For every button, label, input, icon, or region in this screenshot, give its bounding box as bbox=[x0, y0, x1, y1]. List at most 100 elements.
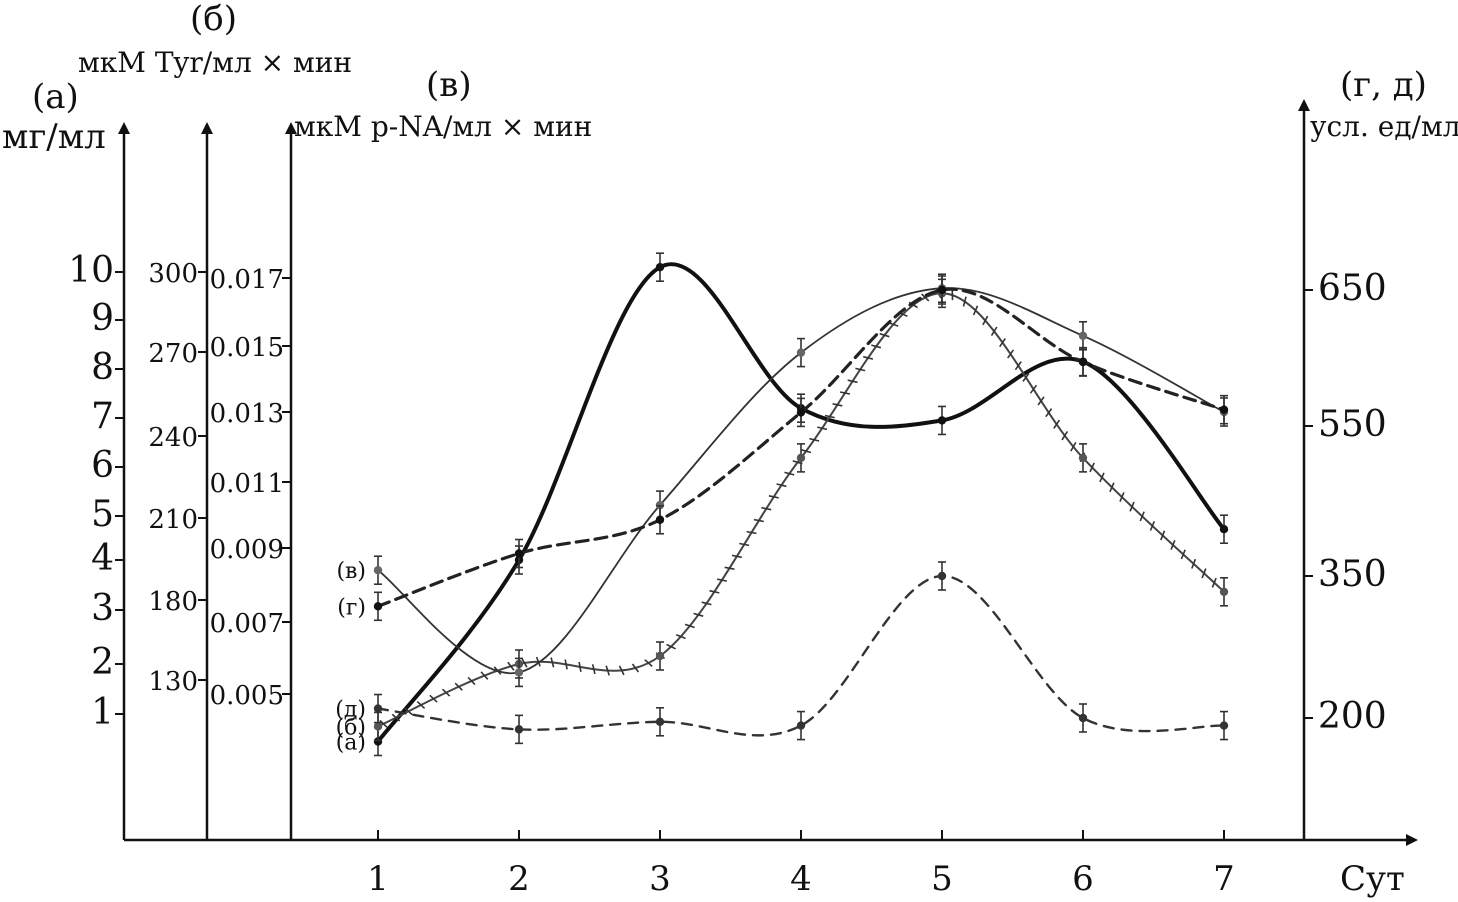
hatch-mark bbox=[753, 518, 764, 523]
data-point bbox=[373, 704, 383, 713]
x-tick-label: 2 bbox=[508, 859, 530, 899]
hatch-mark bbox=[982, 315, 989, 326]
hatch-mark bbox=[724, 566, 735, 570]
hatch-mark bbox=[666, 643, 676, 650]
hatch-mark bbox=[1139, 511, 1145, 522]
hatch-mark bbox=[1160, 530, 1166, 541]
hatch-mark bbox=[1007, 349, 1015, 359]
hatch-mark bbox=[855, 367, 866, 372]
hatch-mark bbox=[1129, 501, 1135, 512]
hatch-mark bbox=[416, 701, 426, 709]
hatch-mark bbox=[824, 414, 835, 419]
data-point bbox=[937, 571, 947, 581]
hatch-mark bbox=[776, 483, 787, 488]
data-point bbox=[937, 416, 947, 425]
series-gd-3 bbox=[373, 275, 1229, 622]
axis-v-letter: (в) bbox=[426, 65, 472, 105]
hatch-mark bbox=[784, 471, 795, 476]
x-tick-label: 4 bbox=[790, 859, 812, 899]
y-tick-label-v: 0.011 bbox=[210, 469, 284, 499]
hatch-mark bbox=[578, 661, 582, 672]
data-point bbox=[1078, 331, 1088, 340]
hatch-mark bbox=[801, 449, 812, 454]
y-tick-label-a: 8 bbox=[91, 347, 114, 388]
hatch-mark bbox=[731, 554, 742, 559]
hatch-mark bbox=[962, 296, 967, 307]
data-point bbox=[1078, 713, 1088, 723]
hatch-mark bbox=[817, 426, 828, 431]
axis-v-unit: мкМ p-NA/мл × мин bbox=[294, 110, 592, 143]
hatch-mark bbox=[1029, 384, 1038, 394]
series-a-0 bbox=[373, 252, 1229, 757]
data-point bbox=[1219, 721, 1229, 730]
hatch-mark bbox=[761, 506, 772, 511]
x-tick-label: 3 bbox=[649, 859, 671, 899]
hatch-mark bbox=[701, 601, 712, 606]
hatch-mark bbox=[1037, 396, 1045, 406]
hatch-mark bbox=[921, 293, 930, 302]
hatch-mark bbox=[379, 719, 388, 728]
series-b-1 bbox=[373, 278, 1229, 742]
hatch-mark bbox=[693, 612, 704, 617]
axis-gd-letter: (г, д) bbox=[1340, 65, 1427, 105]
y-tick-label-a: 3 bbox=[91, 588, 114, 629]
hatch-mark bbox=[871, 344, 882, 349]
series-label: (б) bbox=[336, 715, 366, 740]
y-tick-label-a: 5 bbox=[91, 494, 114, 535]
y-tick-label-gd: 550 bbox=[1318, 404, 1387, 445]
data-point bbox=[1219, 525, 1229, 534]
hatch-mark bbox=[404, 707, 413, 716]
data-point bbox=[796, 348, 806, 357]
y-tick-label-v: 0.017 bbox=[210, 265, 284, 295]
hatch-mark bbox=[467, 676, 476, 686]
x-tick-label: 7 bbox=[1213, 859, 1235, 899]
y-tick-label-v: 0.013 bbox=[210, 399, 284, 429]
axis-b-letter: (б) bbox=[190, 0, 237, 39]
data-point bbox=[373, 602, 383, 611]
hatch-mark bbox=[1070, 442, 1077, 452]
y-tick-label-b: 130 bbox=[148, 667, 198, 697]
hatch-mark bbox=[832, 403, 843, 407]
y-tick-label-a: 7 bbox=[91, 396, 114, 437]
y-tick-label-a: 10 bbox=[68, 250, 114, 291]
x-tick-label: 5 bbox=[931, 859, 953, 899]
series-label: (г) bbox=[337, 595, 366, 620]
hatch-mark bbox=[972, 305, 979, 316]
data-point bbox=[514, 549, 524, 558]
y-tick-label-gd: 350 bbox=[1318, 554, 1387, 595]
y-tick-label-a: 9 bbox=[91, 298, 114, 339]
data-point bbox=[655, 515, 665, 524]
series-label: (в) bbox=[336, 559, 366, 584]
hatch-mark bbox=[1201, 568, 1207, 579]
y-tick-label-gd: 650 bbox=[1318, 268, 1387, 309]
x-tick-label: 6 bbox=[1072, 859, 1094, 899]
axis-lines bbox=[118, 99, 1418, 846]
hatch-mark bbox=[618, 665, 625, 676]
hatch-mark bbox=[454, 682, 463, 691]
data-point bbox=[1078, 357, 1088, 367]
axis-a-letter: (а) bbox=[32, 77, 79, 117]
hatch-mark bbox=[550, 657, 555, 668]
hatch-mark bbox=[1099, 472, 1105, 483]
hatch-mark bbox=[879, 332, 890, 338]
hatch-mark bbox=[1119, 492, 1125, 502]
hatch-mark bbox=[391, 713, 401, 722]
hatch-mark bbox=[631, 663, 640, 673]
x-tick-label: 1 bbox=[367, 859, 389, 899]
hatch-mark bbox=[716, 578, 728, 582]
data-point bbox=[514, 725, 524, 734]
hatch-mark bbox=[1053, 419, 1061, 429]
hatch-mark bbox=[480, 671, 489, 680]
hatch-mark bbox=[709, 589, 720, 594]
y-tick-label-b: 180 bbox=[148, 587, 198, 617]
data-point bbox=[373, 566, 383, 575]
data-point bbox=[373, 737, 383, 746]
data-point bbox=[655, 717, 665, 726]
data-point bbox=[655, 651, 665, 661]
hatch-mark bbox=[863, 355, 874, 360]
data-point bbox=[373, 722, 383, 731]
hatch-mark bbox=[1149, 520, 1156, 531]
data-point bbox=[937, 285, 947, 295]
y-tick-label-b: 300 bbox=[148, 259, 198, 289]
